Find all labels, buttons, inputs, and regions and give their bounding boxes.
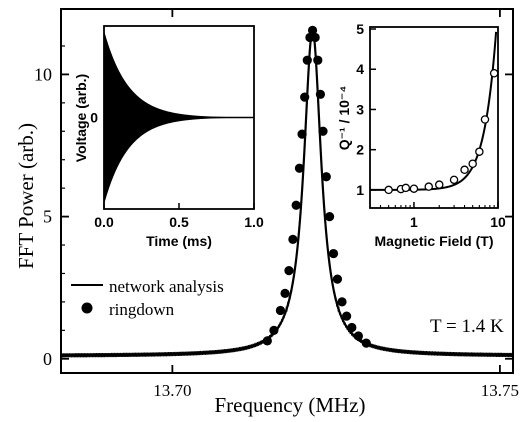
ringdown-point bbox=[337, 297, 347, 307]
ringdown-point bbox=[307, 25, 318, 35]
ringdown-point bbox=[342, 311, 352, 321]
ringdown-point bbox=[262, 336, 272, 346]
inset-right-x-tick-label: 1 bbox=[410, 214, 418, 230]
ringdown-point bbox=[275, 305, 286, 316]
dissipation-point bbox=[468, 159, 477, 169]
inset-left-x-tick-label: 0.0 bbox=[94, 214, 114, 230]
ringdown-point bbox=[291, 200, 301, 210]
network-analysis-noise-band bbox=[60, 29, 514, 358]
ringdown-point bbox=[328, 248, 339, 259]
inset-right-frame bbox=[369, 26, 499, 209]
inset-right-y-tick-label: 3 bbox=[356, 101, 364, 117]
ringdown-point bbox=[302, 55, 312, 65]
inset-right-y-tick-label: 2 bbox=[356, 142, 364, 158]
inset-left-y-tick-label: 0 bbox=[90, 110, 98, 126]
dissipation-point bbox=[489, 69, 499, 78]
dissipation-point bbox=[475, 147, 484, 156]
dissipation-point bbox=[480, 115, 490, 124]
main-x-tick-label: 13.75 bbox=[481, 381, 519, 400]
dissipation-point bbox=[460, 165, 469, 175]
inset-left-x-tick-label: 0.5 bbox=[169, 214, 189, 230]
inset-right-y-tick-label: 4 bbox=[356, 61, 364, 77]
dissipation-point bbox=[409, 184, 419, 193]
ringdown-point bbox=[315, 89, 326, 99]
inset-left-x-axis-label: Time (ms) bbox=[146, 233, 212, 249]
ringdown-point bbox=[324, 211, 335, 222]
legend-label-network-analysis: network analysis bbox=[109, 277, 224, 296]
legend-label-ringdown: ringdown bbox=[109, 300, 175, 319]
main-plot-frame bbox=[60, 8, 514, 374]
inset-right-x-axis-label: Magnetic Field (T) bbox=[375, 233, 494, 249]
ringdown-point bbox=[297, 129, 307, 139]
dissipation-point bbox=[449, 175, 459, 185]
main-legend: network analysis ringdown bbox=[71, 277, 224, 319]
main-y-tick-label: 5 bbox=[43, 207, 52, 227]
dissipation-point bbox=[401, 183, 411, 193]
inset-right-y-axis-label: Q⁻¹ / 10⁻⁴ bbox=[336, 86, 352, 151]
ringdown-markers bbox=[262, 25, 371, 348]
inset-right-x-tick-label: 10 bbox=[490, 214, 506, 230]
main-y-tick-label: 10 bbox=[34, 64, 52, 84]
main-axis-ticks bbox=[61, 9, 513, 373]
ringdown-point bbox=[353, 331, 364, 341]
ringdown-point bbox=[310, 32, 320, 43]
dissipation-point bbox=[384, 185, 393, 195]
main-x-tick-label: 13.70 bbox=[153, 381, 191, 400]
inset-right-axis-ticks bbox=[370, 28, 499, 208]
legend-marker-swatch bbox=[81, 302, 93, 314]
ringdown-point bbox=[347, 322, 357, 333]
ringdown-point bbox=[318, 126, 328, 136]
inset-left-axis-ticks bbox=[103, 203, 255, 209]
main-x-axis-label: Frequency (MHz) bbox=[214, 393, 365, 417]
inset-right-y-tick-label: 1 bbox=[356, 182, 364, 198]
inset-right-tick-labels: 1 10 1 2 3 4 5 bbox=[356, 21, 506, 230]
ringdown-point bbox=[321, 172, 331, 182]
temperature-annotation: T = 1.4 K bbox=[430, 316, 504, 337]
ringdown-point bbox=[313, 55, 323, 65]
ringdown-point bbox=[269, 325, 279, 335]
dissipation-point bbox=[435, 180, 444, 189]
inset-right-y-tick-label: 5 bbox=[356, 21, 364, 37]
dissipation-point bbox=[424, 182, 433, 191]
ringdown-point bbox=[294, 163, 305, 173]
dissipation-markers bbox=[384, 69, 499, 195]
ringdown-point bbox=[284, 266, 294, 276]
ringdown-point bbox=[288, 234, 298, 244]
inset-left-y-axis-label: Voltage (arb.) bbox=[73, 74, 89, 162]
ringdown-point bbox=[332, 274, 343, 284]
inset-left-x-tick-label: 1.0 bbox=[244, 214, 264, 230]
ringdown-point bbox=[361, 338, 371, 348]
ringdown-point bbox=[280, 288, 290, 298]
inset-left-tick-labels: 0.0 0.5 1.0 0 bbox=[90, 110, 264, 231]
ringdown-point bbox=[300, 92, 310, 102]
main-y-axis-label: FFT Power (arb.) bbox=[14, 123, 38, 269]
main-y-tick-label: 0 bbox=[43, 349, 52, 369]
